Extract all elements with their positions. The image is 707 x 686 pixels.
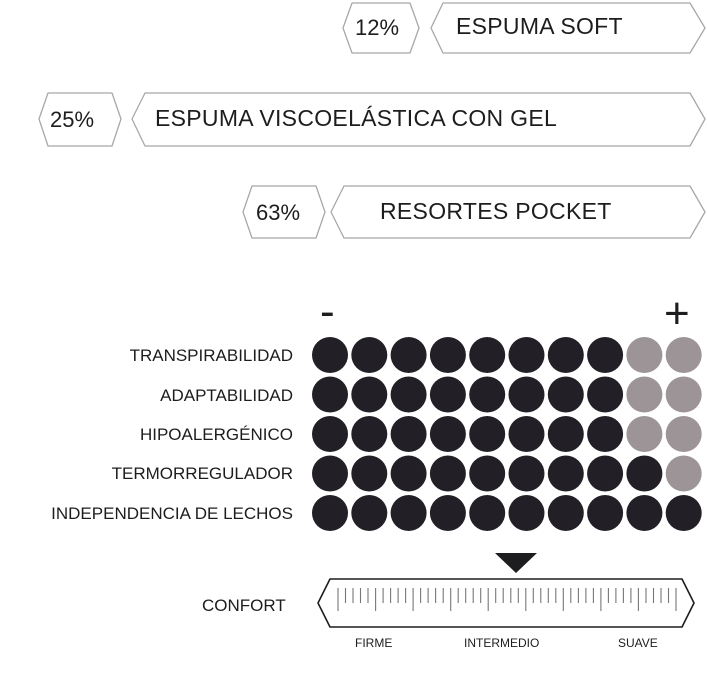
rating-dot-filled [312, 376, 348, 413]
comfort-indicator-arrow [495, 553, 537, 573]
rating-dot-filled [665, 495, 702, 531]
rating-dot-filled [429, 376, 466, 413]
percent-badge-1-shape [342, 2, 420, 54]
rating-dot-filled [547, 455, 584, 492]
percent-badge-2-shape [38, 92, 122, 147]
rating-dot-filled [390, 416, 427, 452]
rating-dot-filled [508, 337, 545, 373]
attribute-label-3: HIPOALERGÉNICO [139, 425, 293, 444]
rating-dot-filled [469, 376, 506, 413]
scale-max-sign: + [664, 289, 690, 338]
rating-dot-empty [665, 416, 702, 452]
material-name-1: ESPUMA SOFT [456, 13, 623, 39]
rating-dot-empty [626, 376, 663, 413]
material-tag-2-shape [131, 92, 706, 147]
rating-dot-filled [390, 376, 427, 413]
rating-dot-filled [312, 337, 348, 373]
percent-badge-2: 25% [50, 107, 95, 132]
comfort-ruler-outline [317, 578, 695, 628]
rating-dot-filled [547, 376, 584, 413]
rating-dot-filled [508, 416, 545, 452]
rating-dot-filled [508, 376, 545, 413]
rating-dot-filled [429, 455, 466, 492]
rating-dot-empty [665, 376, 702, 413]
rating-dot-filled [429, 416, 466, 452]
material-tag-1-shape [430, 2, 706, 54]
rating-dot-filled [312, 495, 348, 531]
comfort-mark-suave: SUAVE [618, 636, 658, 650]
rating-dot-filled [469, 455, 506, 492]
rating-dot-filled [351, 376, 388, 413]
comfort-label: CONFORT [202, 596, 286, 615]
rating-dot-filled [469, 416, 506, 452]
percent-badge-1: 12% [355, 15, 400, 40]
rating-dot-filled [351, 337, 388, 373]
material-tag-3-shape [330, 185, 706, 239]
rating-dot-filled [626, 455, 663, 492]
rating-dot-filled [469, 495, 506, 531]
comfort-mark-intermedio: INTERMEDIO [464, 636, 540, 650]
rating-dot-filled [508, 455, 545, 492]
attribute-label-1: TRANSPIRABILIDAD [129, 346, 293, 365]
percent-badge-3: 63% [256, 200, 301, 225]
attribute-label-4: TERMORREGULADOR [111, 464, 293, 483]
rating-dot-filled [587, 376, 624, 413]
rating-dot-filled [390, 337, 427, 373]
rating-dot-filled [312, 416, 348, 452]
rating-dot-filled [547, 337, 584, 373]
attribute-label-2: ADAPTABILIDAD [160, 386, 293, 405]
percent-badge-3-shape [242, 185, 326, 239]
rating-dot-filled [429, 337, 466, 373]
rating-dot-filled [587, 416, 624, 452]
rating-dot-filled [390, 455, 427, 492]
material-name-3: RESORTES POCKET [380, 198, 612, 224]
rating-dot-empty [626, 337, 663, 373]
rating-dot-filled [508, 495, 545, 531]
rating-dot-filled [587, 337, 624, 373]
comfort-mark-firme: FIRME [355, 636, 393, 650]
rating-dot-filled [390, 495, 427, 531]
material-name-2: ESPUMA VISCOELÁSTICA CON GEL [155, 105, 558, 131]
rating-dot-filled [351, 455, 388, 492]
rating-dot-empty [665, 337, 702, 373]
rating-dot-filled [587, 495, 624, 531]
rating-dot-filled [626, 495, 663, 531]
rating-dot-filled [547, 495, 584, 531]
scale-min-sign: - [320, 287, 335, 336]
attribute-label-5: INDEPENDENCIA DE LECHOS [51, 504, 293, 523]
rating-dot-filled [587, 455, 624, 492]
rating-dot-filled [547, 416, 584, 452]
rating-dot-empty [665, 455, 702, 492]
comfort-ruler-ticks [337, 588, 677, 611]
rating-dot-filled [351, 416, 388, 452]
rating-dot-filled [312, 455, 348, 492]
rating-dot-filled [429, 495, 466, 531]
rating-dot-filled [351, 495, 388, 531]
rating-dot-filled [469, 337, 506, 373]
rating-dot-empty [626, 416, 663, 452]
